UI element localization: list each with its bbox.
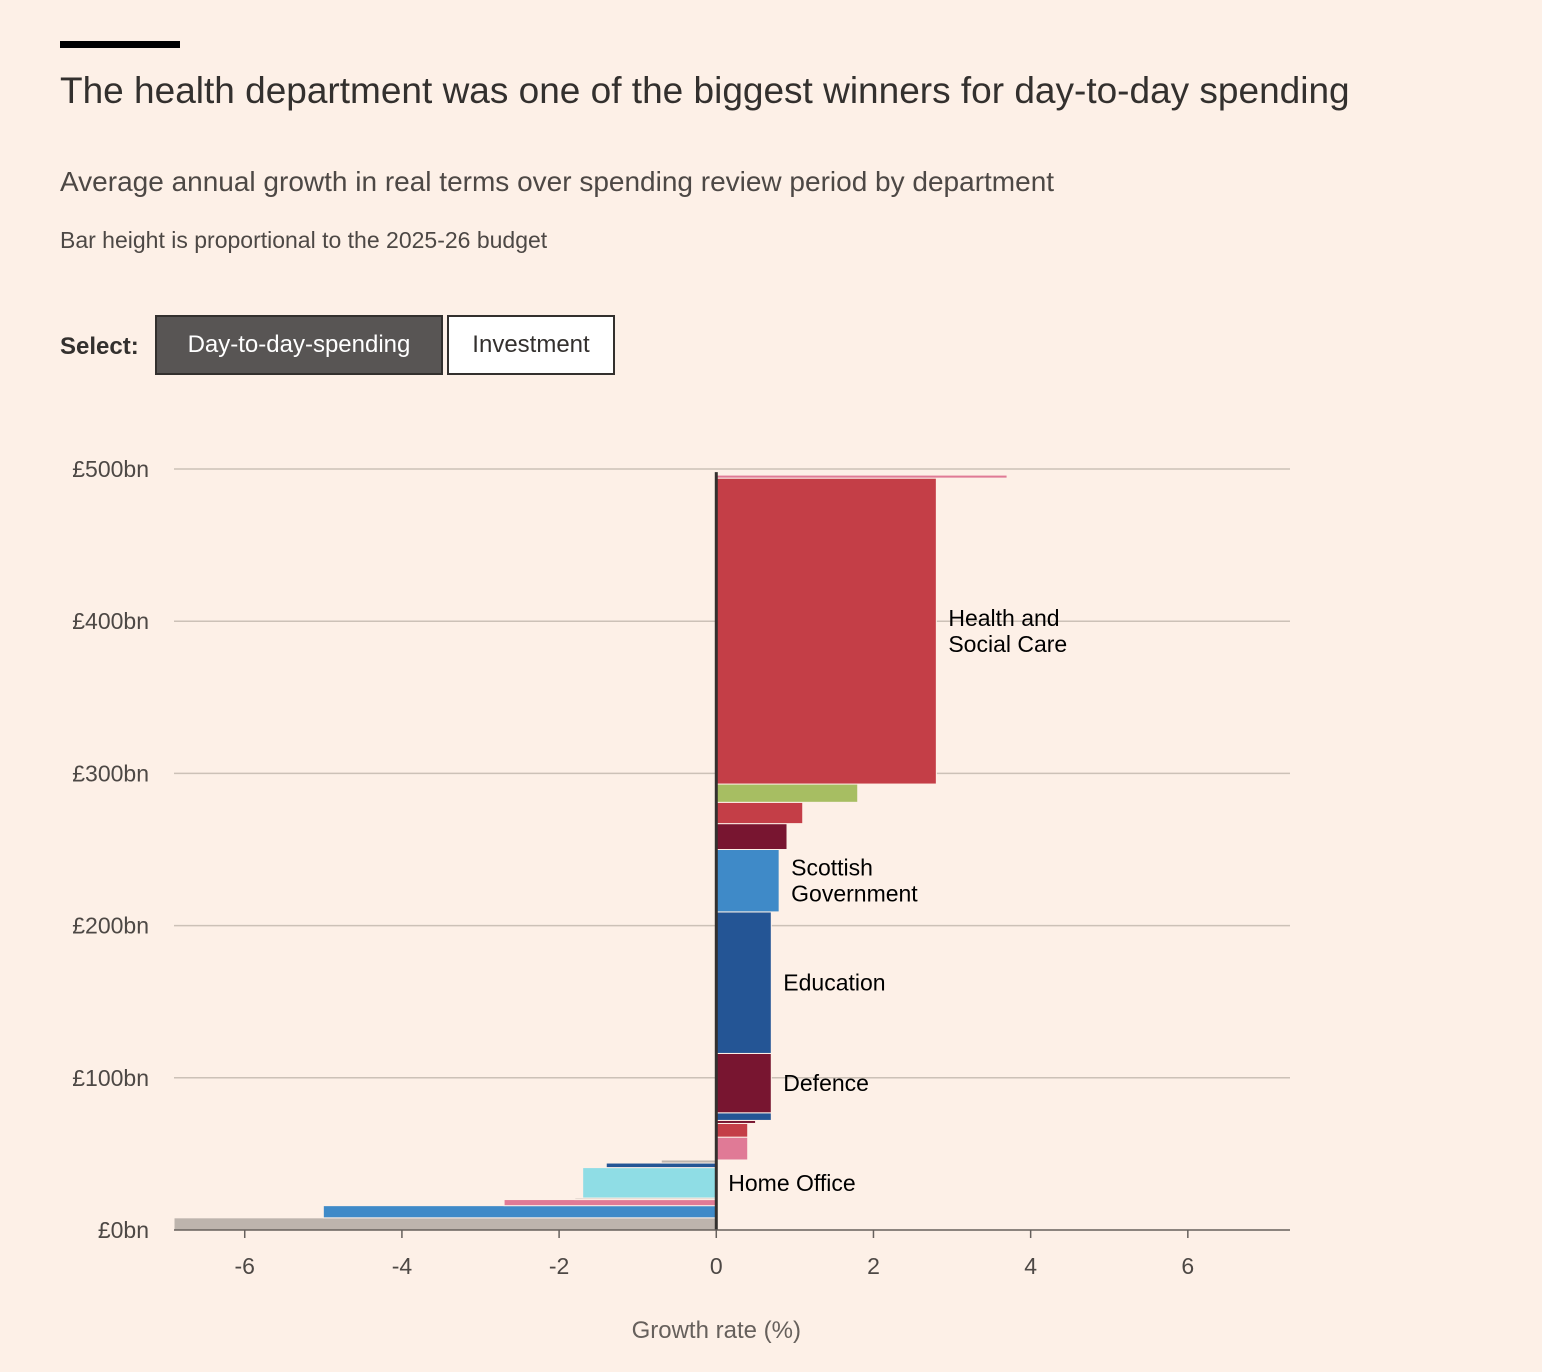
x-tick-label: -2: [549, 1253, 569, 1279]
bar-2: [503, 1199, 717, 1207]
day-to-day-spending-button[interactable]: Day-to-day-spending: [155, 315, 443, 375]
bar-label: Scottish Government: [791, 855, 918, 907]
investment-button[interactable]: Investment: [447, 315, 615, 375]
x-tick-label: 6: [1181, 1253, 1194, 1279]
bar-15: [715, 801, 804, 825]
x-axis-title: Growth rate (%): [632, 1317, 801, 1344]
bar-14: [715, 823, 788, 850]
bar-label: Defence: [783, 1070, 869, 1096]
bar-13: [715, 849, 780, 913]
y-tick-label: £0bn: [98, 1217, 149, 1243]
bar-16: [715, 783, 859, 803]
bar-label-line: Home Office: [728, 1170, 855, 1196]
chart-note: Bar height is proportional to the 2025-2…: [60, 227, 548, 253]
bar-label: Home Office: [728, 1170, 855, 1196]
bar-12: [715, 911, 772, 1054]
x-tick-label: -4: [392, 1253, 413, 1279]
bar-6: [660, 1159, 717, 1164]
x-tick-label: -6: [235, 1253, 255, 1279]
bar-7: [715, 1136, 749, 1161]
bar-4: [582, 1167, 717, 1199]
bar-18: [715, 474, 1008, 479]
bar-11: [715, 1052, 772, 1114]
y-tick-label: £200bn: [72, 913, 149, 939]
bar-label-line: Government: [791, 881, 918, 907]
bar-label-line: Education: [783, 970, 885, 996]
chart-title: The health department was one of the big…: [60, 70, 1350, 111]
bar-label: Health and Social Care: [948, 605, 1067, 657]
x-tick-label: 4: [1024, 1253, 1037, 1279]
select-label: Select:: [60, 333, 139, 360]
y-tick-label: £400bn: [72, 608, 149, 634]
bar-label-line: Health and: [948, 605, 1059, 631]
top-rule: [60, 41, 180, 48]
bar-label-line: Social Care: [948, 631, 1067, 657]
bar-1: [322, 1205, 717, 1219]
y-tick-label: £300bn: [72, 760, 149, 786]
bar-label-line: Defence: [783, 1070, 869, 1096]
y-tick-label: £100bn: [72, 1065, 149, 1091]
bar-10: [715, 1112, 772, 1121]
bar-5: [605, 1162, 717, 1169]
bar-0: [173, 1217, 717, 1231]
x-tick-label: 2: [867, 1253, 880, 1279]
y-tick-label: £500bn: [72, 456, 149, 482]
x-tick-label: 0: [710, 1253, 723, 1279]
bar-8: [715, 1122, 749, 1138]
bar-label: Education: [783, 970, 885, 996]
bar-label-line: Scottish: [791, 855, 873, 881]
chart-subtitle: Average annual growth in real terms over…: [60, 166, 1055, 197]
bar-17: [715, 477, 937, 785]
